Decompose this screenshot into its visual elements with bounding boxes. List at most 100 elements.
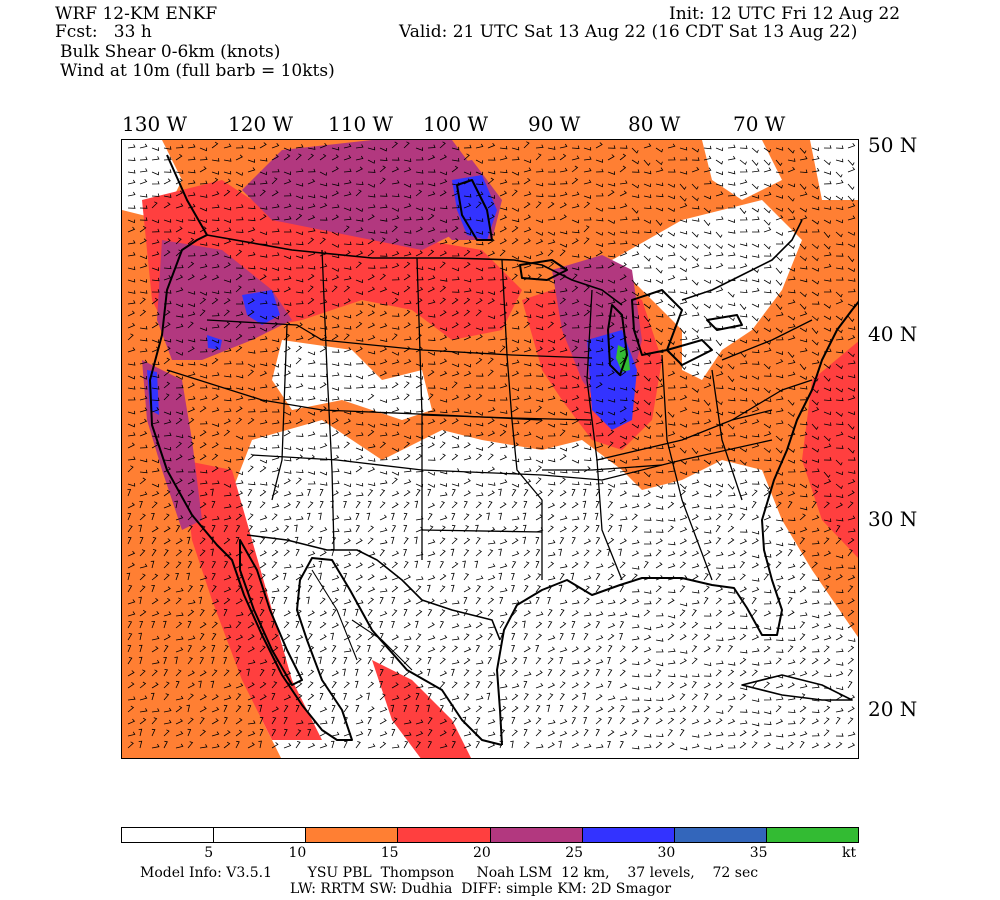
wind-barb bbox=[259, 465, 267, 473]
wind-barb bbox=[463, 297, 471, 305]
wind-barb bbox=[644, 541, 652, 545]
wind-barb bbox=[295, 314, 304, 318]
wind-barb bbox=[619, 406, 627, 413]
wind-barb bbox=[151, 201, 158, 209]
wind-barb bbox=[199, 420, 208, 425]
wind-barb bbox=[283, 275, 292, 281]
wind-barb bbox=[655, 706, 663, 713]
wind-barb bbox=[390, 704, 395, 713]
wind-barb bbox=[619, 287, 628, 293]
wind-barb bbox=[571, 536, 576, 545]
wind-barb bbox=[595, 599, 604, 605]
wind-barb bbox=[367, 681, 375, 689]
wind-barb bbox=[427, 351, 436, 356]
wind-barb bbox=[307, 742, 316, 749]
wind-barb bbox=[547, 201, 555, 209]
wind-barb bbox=[223, 374, 232, 378]
wind-barb bbox=[667, 169, 676, 173]
color-legend-segment bbox=[398, 828, 491, 842]
wind-barb bbox=[847, 669, 853, 677]
wind-barb bbox=[259, 659, 268, 665]
wind-barb bbox=[535, 477, 542, 485]
wind-barb bbox=[427, 442, 435, 449]
wind-barb bbox=[295, 213, 303, 221]
wind-barb bbox=[583, 633, 589, 641]
wind-barb bbox=[343, 347, 352, 353]
wind-barb bbox=[559, 647, 568, 653]
wind-barb bbox=[703, 505, 712, 510]
wind-barb bbox=[139, 326, 148, 330]
wind-barb bbox=[355, 399, 364, 403]
wind-barb bbox=[799, 191, 808, 197]
wind-barb bbox=[175, 478, 183, 485]
wind-barb bbox=[187, 435, 196, 440]
wind-barb bbox=[739, 179, 748, 185]
wind-barb bbox=[775, 657, 782, 665]
wind-barb bbox=[667, 493, 676, 497]
wind-barb bbox=[391, 276, 400, 281]
wind-barb bbox=[799, 561, 806, 569]
wind-barb bbox=[775, 170, 784, 174]
wind-barb bbox=[415, 266, 424, 271]
wind-barb bbox=[343, 528, 352, 533]
wind-barb bbox=[703, 494, 712, 498]
wind-barb bbox=[703, 360, 712, 365]
wind-barb bbox=[835, 241, 844, 246]
wind-barb bbox=[583, 646, 591, 653]
wind-barb bbox=[667, 411, 675, 418]
wind-barb bbox=[787, 351, 795, 358]
wind-barb bbox=[258, 704, 263, 713]
wind-barb bbox=[367, 597, 374, 605]
wind-barb bbox=[451, 435, 460, 440]
wind-barb bbox=[187, 635, 196, 641]
wind-barb bbox=[139, 217, 148, 221]
wind-barb bbox=[235, 536, 240, 545]
wind-barb bbox=[583, 201, 591, 209]
wind-barb bbox=[355, 360, 364, 365]
wind-barb bbox=[439, 327, 447, 332]
wind-barb bbox=[751, 303, 760, 308]
wind-barb bbox=[284, 229, 292, 233]
wind-barb bbox=[811, 243, 819, 250]
wind-barb bbox=[331, 182, 340, 187]
wind-barb bbox=[667, 694, 675, 701]
color-legend-tick-label: 5 bbox=[204, 845, 214, 861]
wind-barb bbox=[295, 704, 300, 713]
wind-barb bbox=[775, 358, 784, 365]
wind-barb bbox=[331, 562, 340, 569]
wind-barb bbox=[451, 681, 458, 689]
wind-barb bbox=[199, 549, 206, 557]
wind-barb bbox=[247, 251, 256, 257]
wind-barb bbox=[595, 419, 604, 425]
wind-barb bbox=[391, 585, 399, 593]
wind-barb bbox=[799, 671, 808, 677]
wind-barb bbox=[727, 155, 736, 161]
wind-barb bbox=[739, 191, 748, 197]
wind-barb bbox=[391, 262, 400, 269]
wind-barb bbox=[451, 216, 460, 221]
wind-barb bbox=[535, 657, 542, 665]
wind-barb bbox=[655, 741, 663, 749]
wind-barb bbox=[715, 191, 724, 197]
wind-barb bbox=[379, 310, 388, 317]
wind-barb bbox=[343, 168, 352, 173]
wind-barb bbox=[643, 634, 652, 641]
wind-barb bbox=[139, 430, 148, 437]
wind-barb bbox=[763, 514, 772, 521]
wind-barb bbox=[403, 358, 412, 365]
wind-barb bbox=[511, 225, 519, 233]
wind-barb bbox=[763, 610, 772, 617]
wind-barb bbox=[439, 141, 446, 149]
wind-barb bbox=[175, 730, 184, 737]
wind-barb bbox=[679, 575, 688, 581]
wind-barb bbox=[295, 492, 304, 497]
wind-barb bbox=[523, 347, 532, 353]
wind-barb bbox=[775, 207, 784, 212]
wind-barb bbox=[619, 669, 626, 677]
wind-barb bbox=[643, 482, 652, 487]
wind-barb bbox=[787, 411, 795, 418]
wind-barb bbox=[775, 435, 783, 442]
wind-barb bbox=[823, 550, 832, 557]
wind-barb bbox=[691, 673, 700, 678]
wind-barb bbox=[559, 214, 567, 221]
